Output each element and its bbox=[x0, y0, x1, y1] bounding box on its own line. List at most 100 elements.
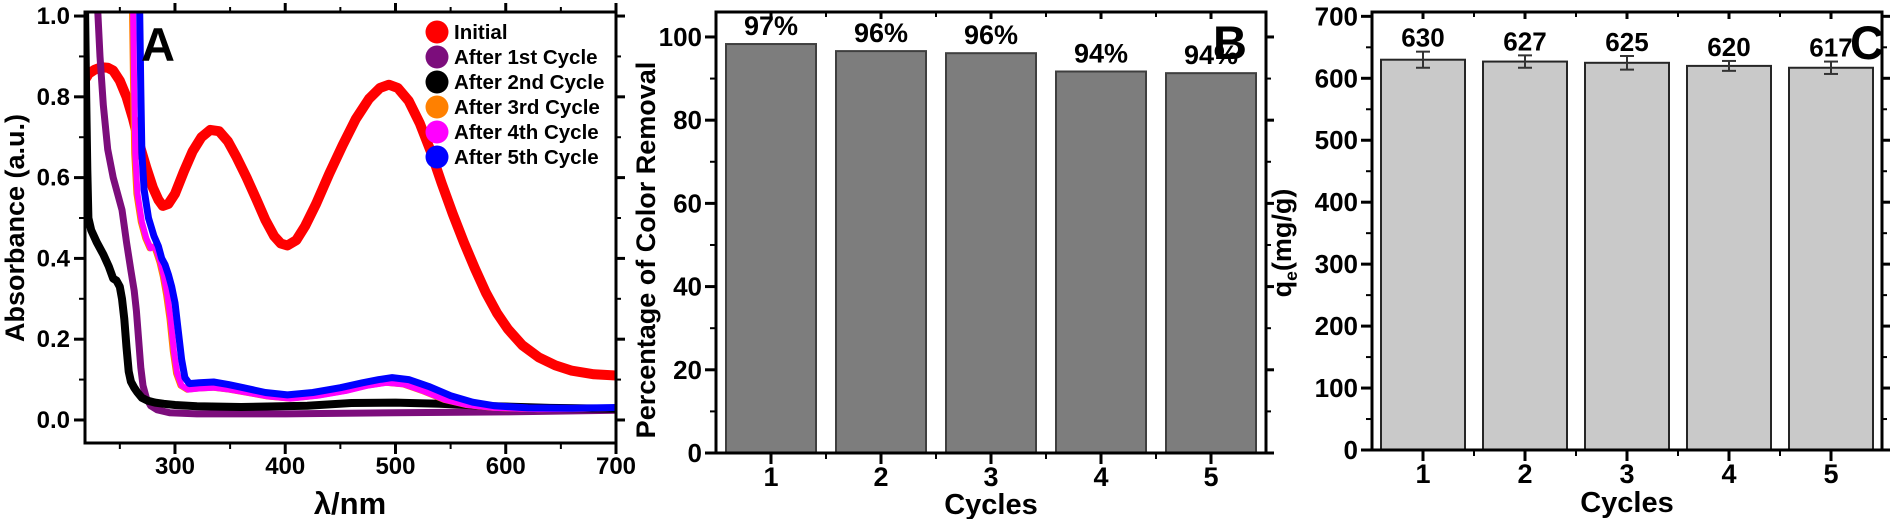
legend-label: After 4th Cycle bbox=[454, 121, 599, 144]
x-category-label: 1 bbox=[763, 462, 778, 492]
legend-marker-icon bbox=[425, 145, 449, 169]
x-axis-title: Cycles bbox=[1580, 487, 1674, 519]
y-tick-label: 700 bbox=[1315, 1, 1358, 31]
y-tick-label: 300 bbox=[1315, 249, 1358, 279]
bar-value-label: 620 bbox=[1707, 32, 1750, 62]
bar-cycle-1 bbox=[725, 43, 817, 454]
bar-cycle-4 bbox=[1055, 70, 1147, 454]
legend-marker-icon bbox=[425, 95, 449, 119]
y-tick-label: 200 bbox=[1315, 311, 1358, 341]
y-tick-label: 0 bbox=[688, 438, 702, 468]
bars-group bbox=[725, 43, 1257, 455]
y-tick-label: 500 bbox=[1315, 125, 1358, 155]
y-tick-label: 600 bbox=[1315, 63, 1358, 93]
panel-letter-b: B bbox=[1213, 16, 1247, 69]
x-category-label: 5 bbox=[1203, 462, 1218, 492]
x-tick-label: 600 bbox=[486, 453, 526, 480]
y-tick-label: 80 bbox=[673, 105, 702, 135]
bar-value-label: 96% bbox=[964, 20, 1018, 50]
x-category-label: 3 bbox=[1619, 459, 1634, 489]
legend-label: After 2nd Cycle bbox=[454, 71, 604, 94]
legend-marker-icon bbox=[425, 70, 449, 94]
bar-cycle-5 bbox=[1788, 66, 1874, 452]
error-bar bbox=[1620, 54, 1634, 71]
bar-cycle-1 bbox=[1380, 58, 1466, 451]
bar-value-label: 627 bbox=[1503, 26, 1546, 56]
legend-item: After 2nd Cycle bbox=[425, 70, 604, 94]
y-tick-label: 0.2 bbox=[37, 326, 70, 353]
x-tick-label: 400 bbox=[265, 453, 305, 480]
bars-group bbox=[1380, 50, 1874, 452]
bar-value-label: 630 bbox=[1401, 23, 1444, 53]
panel-letter-a: A bbox=[141, 18, 175, 71]
x-category-label: 3 bbox=[983, 462, 998, 492]
y-tick-label: 60 bbox=[673, 188, 702, 218]
plot-frame bbox=[714, 10, 1268, 455]
y-tick-label: 20 bbox=[673, 355, 702, 385]
bar-value-label: 96% bbox=[854, 18, 908, 48]
error-bar bbox=[1722, 59, 1736, 72]
x-category-label: 4 bbox=[1093, 462, 1108, 492]
x-tick-label: 700 bbox=[596, 453, 636, 480]
bar-value-label: 94% bbox=[1074, 38, 1128, 68]
x-axis-title: λ/nm bbox=[314, 486, 386, 519]
legend-label: After 1st Cycle bbox=[454, 46, 598, 69]
series-after-2nd-cycle-line bbox=[85, 12, 616, 413]
legend-item: Initial bbox=[425, 20, 508, 44]
y-tick-label: 400 bbox=[1315, 187, 1358, 217]
error-bar bbox=[1416, 50, 1430, 69]
legend-item: After 3rd Cycle bbox=[425, 95, 600, 119]
error-bar bbox=[1824, 60, 1838, 75]
x-category-label: 2 bbox=[1517, 459, 1532, 489]
bar-value-label: 625 bbox=[1605, 27, 1648, 57]
bar-cycle-4 bbox=[1686, 64, 1772, 451]
panel-a-chart: 300 400 500 600 700 0.0 0.2 0.4 0.6 0.8 1.0 Absorba… bbox=[0, 3, 636, 519]
legend-label: After 3rd Cycle bbox=[454, 96, 600, 119]
bar-cycle-3 bbox=[945, 52, 1037, 454]
bar-value-label: 94% bbox=[1184, 40, 1238, 70]
bar-cycle-2 bbox=[835, 50, 927, 455]
y-tick-label: 0.4 bbox=[37, 245, 71, 272]
series-after-4th-cycle-line bbox=[130, 12, 616, 413]
panel-letter-c: C bbox=[1850, 16, 1884, 69]
legend-marker-icon bbox=[425, 45, 449, 69]
x-category-label: 5 bbox=[1823, 459, 1838, 489]
y-tick-label: 0.6 bbox=[37, 165, 70, 192]
bar-cycle-3 bbox=[1584, 61, 1670, 451]
series-group bbox=[85, 12, 616, 418]
y-axis-title: qe(mg/g) bbox=[1267, 189, 1301, 298]
bar-cycle-5 bbox=[1165, 72, 1257, 454]
error-bar bbox=[1518, 54, 1532, 69]
panel-c-chart: 0 100 200 300 400 500 600 700 1 2 3 4 5 630 627 625 620 6… bbox=[1267, 1, 1890, 519]
panel-b-chart: 0 20 40 60 80 100 1 2 3 4 5 97% 96% 96% 94% 94% Percenta… bbox=[631, 10, 1274, 519]
x-tick-label: 300 bbox=[155, 453, 195, 480]
bar-value-label: 97% bbox=[744, 11, 798, 41]
legend-item: After 4th Cycle bbox=[425, 120, 599, 144]
plot-frame bbox=[83, 10, 618, 445]
plot-frame bbox=[1370, 10, 1884, 452]
bar-cycle-2 bbox=[1482, 60, 1568, 452]
legend-marker-icon bbox=[425, 20, 449, 44]
x-tick-label: 500 bbox=[375, 453, 415, 480]
x-category-label: 1 bbox=[1415, 459, 1430, 489]
y-tick-label: 0.8 bbox=[37, 84, 70, 111]
y-axis-title: Absorbance (a.u.) bbox=[0, 114, 30, 342]
legend-item: After 5th Cycle bbox=[425, 145, 599, 169]
legend-label: Initial bbox=[454, 21, 508, 44]
series-after-5th-cycle-line bbox=[136, 12, 616, 412]
y-tick-label: 100 bbox=[659, 22, 702, 52]
bar-value-label: 617 bbox=[1809, 33, 1852, 63]
y-tick-label: 40 bbox=[673, 272, 702, 302]
x-category-label: 2 bbox=[873, 462, 888, 492]
y-tick-label: 0 bbox=[1344, 435, 1358, 465]
legend-marker-icon bbox=[425, 120, 449, 144]
y-tick-label: 100 bbox=[1315, 373, 1358, 403]
y-tick-label: 1.0 bbox=[37, 3, 70, 30]
x-category-label: 4 bbox=[1721, 459, 1736, 489]
legend-item: After 1st Cycle bbox=[425, 45, 598, 69]
series-after-1st-cycle-line bbox=[94, 12, 616, 418]
x-axis-title: Cycles bbox=[944, 489, 1038, 519]
